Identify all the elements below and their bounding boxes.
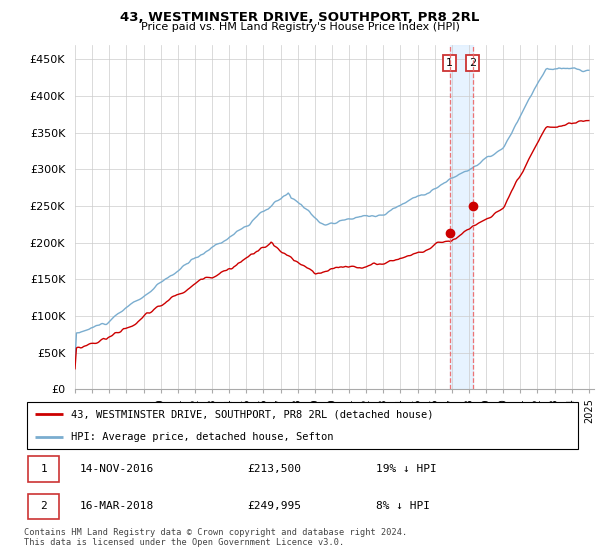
FancyBboxPatch shape: [28, 493, 59, 519]
Bar: [449, 45, 473, 389]
Text: 43, WESTMINSTER DRIVE, SOUTHPORT, PR8 2RL (detached house): 43, WESTMINSTER DRIVE, SOUTHPORT, PR8 2R…: [71, 409, 434, 419]
Text: 16-MAR-2018: 16-MAR-2018: [80, 501, 154, 511]
Text: 14-NOV-2016: 14-NOV-2016: [80, 464, 154, 474]
Text: HPI: Average price, detached house, Sefton: HPI: Average price, detached house, Seft…: [71, 432, 334, 442]
Text: Contains HM Land Registry data © Crown copyright and database right 2024.
This d: Contains HM Land Registry data © Crown c…: [24, 528, 407, 548]
Text: 43, WESTMINSTER DRIVE, SOUTHPORT, PR8 2RL: 43, WESTMINSTER DRIVE, SOUTHPORT, PR8 2R…: [121, 11, 479, 24]
Text: Price paid vs. HM Land Registry's House Price Index (HPI): Price paid vs. HM Land Registry's House …: [140, 22, 460, 32]
FancyBboxPatch shape: [28, 456, 59, 482]
Text: 1: 1: [446, 58, 453, 68]
Text: £213,500: £213,500: [247, 464, 301, 474]
Text: £249,995: £249,995: [247, 501, 301, 511]
Text: 2: 2: [469, 58, 476, 68]
Text: 8% ↓ HPI: 8% ↓ HPI: [376, 501, 430, 511]
Text: 2: 2: [40, 501, 47, 511]
Text: 19% ↓ HPI: 19% ↓ HPI: [376, 464, 436, 474]
Text: 1: 1: [40, 464, 47, 474]
FancyBboxPatch shape: [27, 402, 578, 449]
